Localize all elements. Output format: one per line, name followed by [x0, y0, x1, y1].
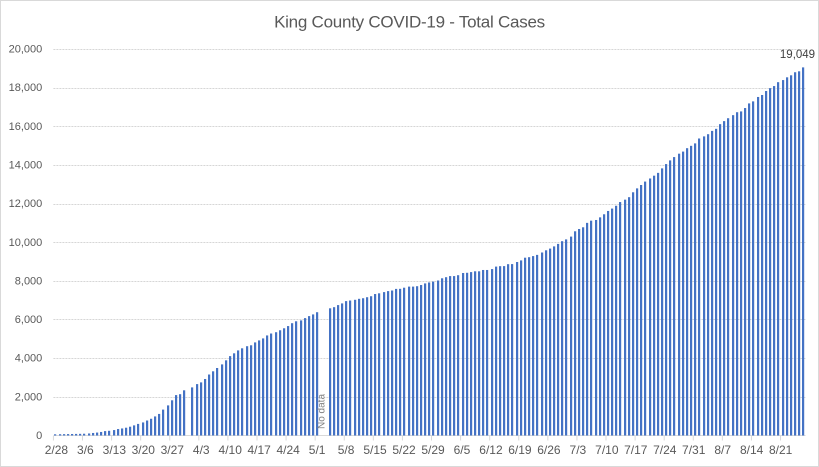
svg-text:8/21: 8/21 [769, 443, 793, 457]
svg-text:4,000: 4,000 [15, 353, 43, 365]
svg-text:4/10: 4/10 [219, 443, 243, 457]
svg-text:5/8: 5/8 [338, 443, 355, 457]
svg-text:5/29: 5/29 [421, 443, 445, 457]
svg-text:No data: No data [317, 394, 328, 429]
svg-text:6/5: 6/5 [454, 443, 471, 457]
svg-text:2,000: 2,000 [15, 391, 43, 403]
svg-text:King County COVID-19 - Total C: King County COVID-19 - Total Cases [274, 12, 545, 31]
svg-text:3/6: 3/6 [77, 443, 94, 457]
svg-text:2/28: 2/28 [45, 443, 69, 457]
svg-text:6/12: 6/12 [479, 443, 503, 457]
svg-text:7/31: 7/31 [682, 443, 706, 457]
svg-text:7/10: 7/10 [595, 443, 619, 457]
svg-text:7/3: 7/3 [570, 443, 587, 457]
svg-text:14,000: 14,000 [9, 159, 43, 171]
svg-text:6/26: 6/26 [537, 443, 561, 457]
svg-text:7/24: 7/24 [653, 443, 677, 457]
svg-text:3/13: 3/13 [103, 443, 127, 457]
svg-text:6/19: 6/19 [508, 443, 532, 457]
svg-text:18,000: 18,000 [9, 82, 43, 94]
svg-text:6,000: 6,000 [15, 314, 43, 326]
svg-text:3/20: 3/20 [132, 443, 156, 457]
svg-text:16,000: 16,000 [9, 121, 43, 133]
svg-text:7/17: 7/17 [624, 443, 648, 457]
svg-text:8,000: 8,000 [15, 275, 43, 287]
svg-text:5/22: 5/22 [392, 443, 416, 457]
svg-text:4/17: 4/17 [248, 443, 272, 457]
svg-text:4/3: 4/3 [193, 443, 210, 457]
svg-text:10,000: 10,000 [9, 237, 43, 249]
svg-text:4/24: 4/24 [276, 443, 300, 457]
svg-text:0: 0 [36, 430, 42, 442]
svg-text:20,000: 20,000 [9, 44, 43, 56]
svg-text:19,049: 19,049 [780, 49, 815, 61]
svg-text:5/1: 5/1 [309, 443, 326, 457]
svg-text:3/27: 3/27 [161, 443, 185, 457]
svg-text:5/15: 5/15 [363, 443, 387, 457]
svg-text:12,000: 12,000 [9, 198, 43, 210]
svg-text:8/14: 8/14 [740, 443, 764, 457]
svg-text:8/7: 8/7 [714, 443, 731, 457]
